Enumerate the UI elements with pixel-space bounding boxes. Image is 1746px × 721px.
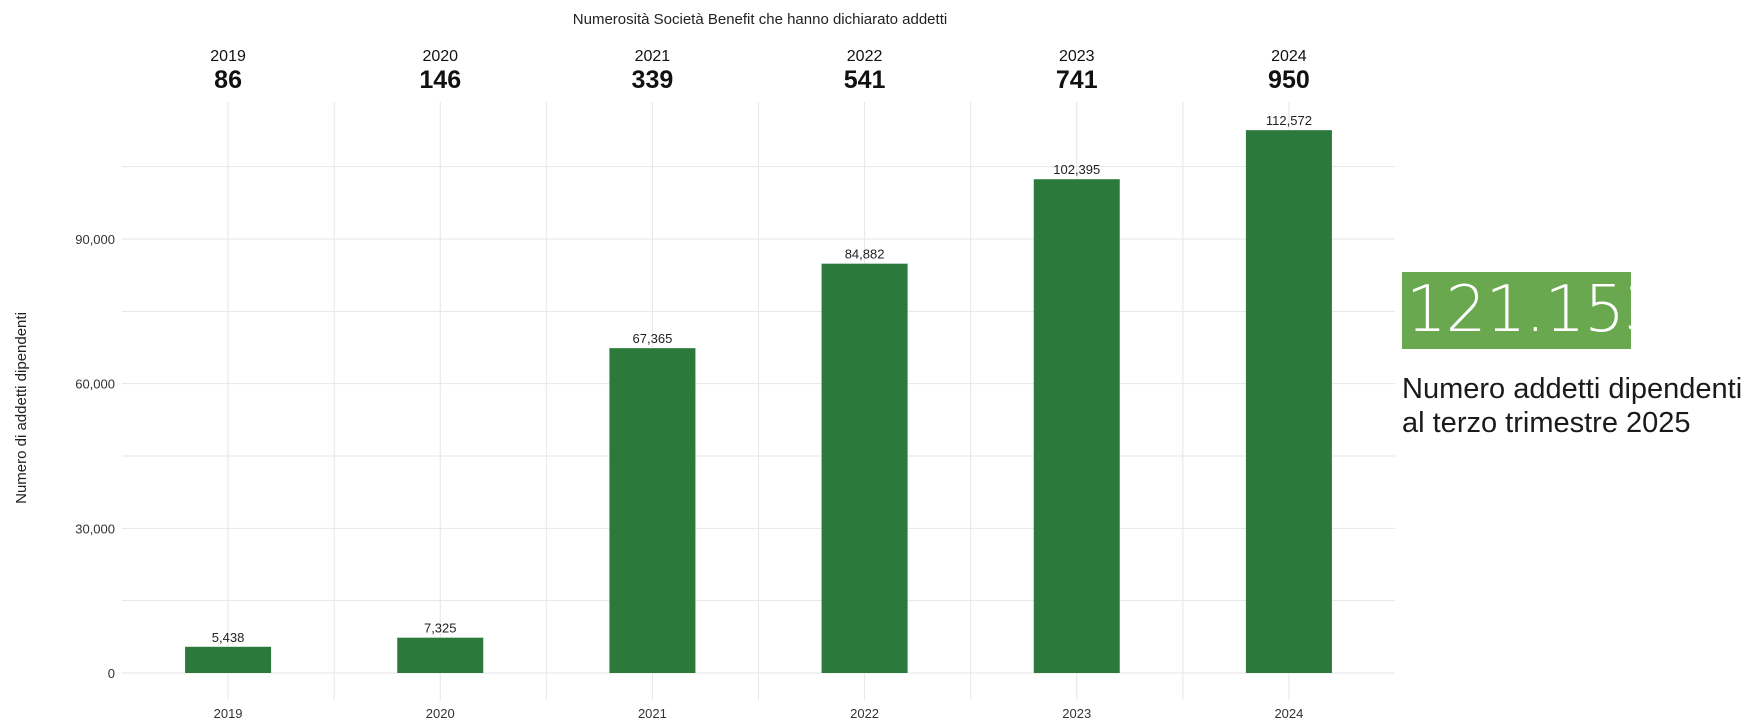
kpi-caption-line2: al terzo trimestre 2025: [1402, 407, 1691, 439]
header-year-label: 2024: [1271, 48, 1307, 65]
x-tick-label: 2024: [1274, 706, 1303, 721]
company-count-label: 541: [844, 66, 886, 94]
header-year-label: 2022: [847, 48, 883, 65]
company-count-label: 339: [632, 66, 674, 94]
y-axis-title: Numero di addetti dipendenti: [13, 312, 30, 504]
company-count-label: 86: [214, 66, 242, 94]
data-label: 112,572: [1266, 113, 1312, 128]
kpi-caption-line1: Numero addetti dipendenti: [1402, 373, 1743, 405]
kpi-value-box: 121.153: [1402, 272, 1665, 349]
bar-2024: [1245, 130, 1332, 673]
data-label: 102,395: [1053, 162, 1100, 177]
bar-2019: [185, 646, 272, 673]
bar-2022: [821, 263, 908, 673]
x-tick-label: 2022: [850, 706, 879, 721]
grid-lines: [122, 102, 1395, 700]
header-year-label: 2019: [210, 48, 246, 65]
kpi-caption: Numero addetti dipendenti al terzo trime…: [1402, 372, 1746, 440]
data-label: 5,438: [212, 630, 245, 645]
y-tick-label: 30,000: [75, 521, 115, 536]
x-tick-label: 2023: [1062, 706, 1091, 721]
header-year-label: 2021: [635, 48, 671, 65]
y-tick-label: 60,000: [75, 377, 115, 392]
data-label: 7,325: [424, 621, 457, 636]
y-tick-label: 90,000: [75, 232, 115, 247]
bars: [185, 130, 1332, 673]
data-label: 67,365: [633, 331, 673, 346]
header-year-label: 2020: [422, 48, 458, 65]
company-count-label: 741: [1056, 66, 1098, 94]
company-count-label: 146: [419, 66, 461, 94]
bar-2020: [397, 637, 484, 673]
x-tick-label: 2019: [214, 706, 243, 721]
bar-2023: [1033, 179, 1120, 673]
labels: 030,00060,00090,0005,43820192019867,3252…: [75, 48, 1312, 721]
y-tick-label: 0: [108, 666, 115, 681]
company-count-label: 950: [1268, 66, 1310, 94]
bar-2021: [609, 348, 696, 673]
x-tick-label: 2020: [426, 706, 455, 721]
x-tick-label: 2021: [638, 706, 667, 721]
data-label: 84,882: [845, 247, 885, 262]
header-year-label: 2023: [1059, 48, 1095, 65]
chart-title: Numerosità Società Benefit che hanno dic…: [573, 11, 947, 28]
